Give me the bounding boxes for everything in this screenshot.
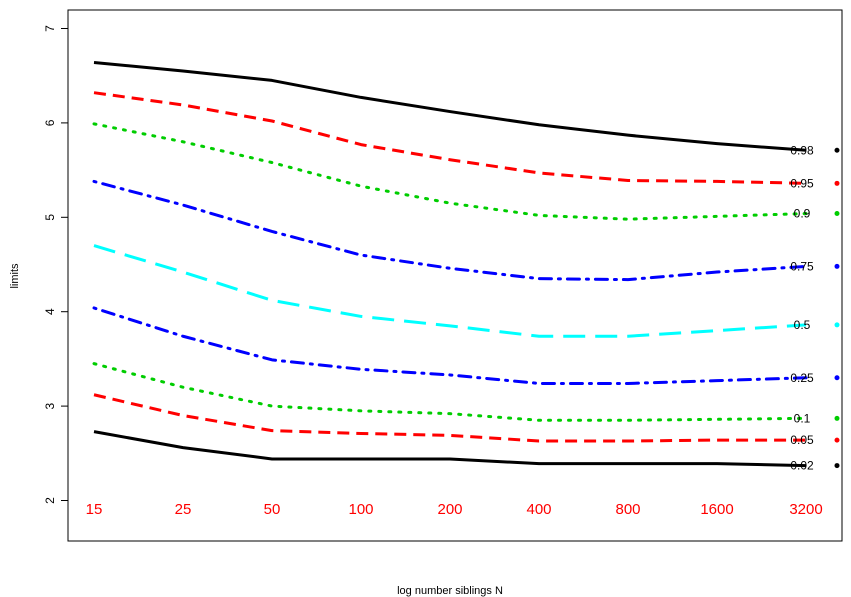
- y-tick-label: 3: [43, 402, 57, 409]
- series-end-dot-0.75: [834, 263, 840, 269]
- x-category-label: 15: [86, 501, 103, 518]
- x-category-label: 3200: [789, 501, 822, 518]
- series-label-0.02: 0.02: [790, 459, 814, 473]
- series-end-dot-0.1: [834, 415, 840, 421]
- series-label-0.05: 0.05: [790, 433, 814, 447]
- series-label-0.1: 0.1: [794, 411, 811, 425]
- series-end-dot-0.5: [834, 322, 840, 328]
- series-line-0.95: [93, 91, 807, 185]
- x-category-label: 25: [175, 501, 192, 518]
- series-line-0.02: [93, 430, 807, 468]
- series-end-dot-0.9: [834, 211, 840, 217]
- x-axis-title: log number siblings N: [397, 585, 503, 597]
- series-line-0.75: [92, 179, 808, 282]
- y-tick-label: 2: [43, 497, 57, 504]
- y-tick-label: 5: [43, 214, 57, 221]
- series-end-dot-0.95: [834, 180, 840, 186]
- x-axis-category-labels: 15 25 50 100 200 400 800 1600 3200: [86, 501, 823, 518]
- y-axis-title: limits: [9, 263, 21, 289]
- series-line-0.5: [93, 244, 807, 338]
- y-tick-label: 7: [43, 25, 57, 32]
- series-line-0.25: [92, 306, 808, 385]
- x-category-label: 800: [615, 501, 640, 518]
- series-label-0.25: 0.25: [790, 371, 814, 385]
- x-category-label: 1600: [700, 501, 733, 518]
- series-end-dot-0.98: [834, 147, 840, 153]
- y-tick-label: 6: [43, 119, 57, 126]
- series-line-0.9: [92, 122, 808, 221]
- series-label-0.98: 0.98: [790, 143, 814, 157]
- series-label-0.75: 0.75: [790, 259, 814, 273]
- series-end-dot-0.02: [834, 463, 840, 469]
- x-category-label: 200: [437, 501, 462, 518]
- y-axis: 2 3 4 5 6 7: [43, 25, 68, 504]
- y-tick-label: 4: [43, 308, 57, 315]
- x-category-label: 50: [264, 501, 281, 518]
- series-end-labels: 0.98 0.95 0.9 0.75 0.5 0.25 0.1 0.05 0.02: [790, 143, 814, 472]
- series-line-0.05: [93, 393, 806, 443]
- x-category-label: 400: [526, 501, 551, 518]
- series-lines: [92, 60, 808, 468]
- plot-frame: [67, 9, 843, 542]
- series-label-0.9: 0.9: [794, 207, 811, 221]
- series-end-dots: [834, 147, 840, 469]
- series-end-dot-0.05: [834, 437, 840, 443]
- series-line-0.1: [92, 362, 808, 422]
- series-label-0.5: 0.5: [794, 318, 811, 332]
- series-line-0.98: [93, 60, 807, 152]
- series-label-0.95: 0.95: [790, 176, 814, 190]
- series-end-dot-0.25: [834, 375, 840, 381]
- x-category-label: 100: [348, 501, 373, 518]
